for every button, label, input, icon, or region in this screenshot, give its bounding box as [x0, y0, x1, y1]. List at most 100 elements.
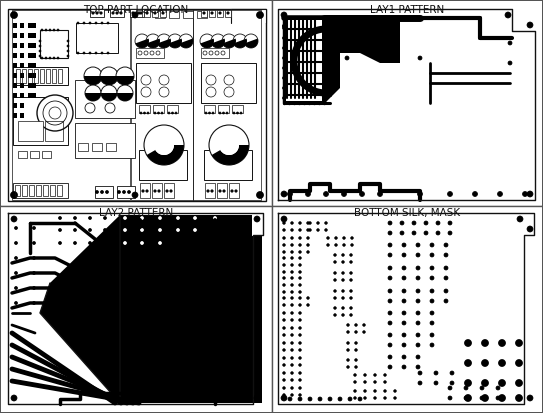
Circle shape — [350, 290, 352, 292]
Circle shape — [480, 396, 484, 400]
Circle shape — [418, 371, 422, 375]
Circle shape — [39, 50, 41, 52]
Bar — [204, 105, 215, 113]
Bar — [136, 10, 142, 17]
Circle shape — [346, 349, 349, 351]
Circle shape — [215, 51, 219, 55]
Circle shape — [342, 307, 344, 309]
Circle shape — [128, 190, 130, 194]
Circle shape — [140, 12, 142, 14]
Circle shape — [388, 276, 392, 280]
Bar — [1, 1, 271, 205]
Circle shape — [515, 339, 522, 347]
Circle shape — [291, 237, 293, 239]
Circle shape — [388, 243, 392, 247]
Wedge shape — [168, 38, 182, 48]
Bar — [1, 207, 271, 412]
Circle shape — [334, 307, 336, 309]
Circle shape — [402, 299, 406, 303]
Bar — [13, 43, 17, 48]
Circle shape — [317, 222, 319, 224]
Circle shape — [334, 297, 336, 299]
Circle shape — [402, 266, 406, 270]
Circle shape — [95, 52, 97, 54]
Circle shape — [291, 257, 293, 259]
Circle shape — [256, 12, 263, 19]
Circle shape — [374, 390, 376, 392]
Circle shape — [497, 192, 502, 197]
Circle shape — [496, 386, 500, 390]
Circle shape — [33, 242, 35, 244]
Circle shape — [358, 397, 362, 401]
Circle shape — [92, 12, 94, 14]
Circle shape — [100, 67, 118, 85]
Bar — [140, 183, 150, 198]
Circle shape — [348, 397, 352, 401]
Bar — [131, 10, 193, 200]
Circle shape — [41, 29, 43, 31]
Circle shape — [444, 266, 448, 270]
Circle shape — [283, 297, 285, 299]
Bar — [13, 53, 17, 58]
Circle shape — [73, 216, 77, 219]
Circle shape — [416, 355, 420, 359]
Circle shape — [412, 221, 416, 225]
Circle shape — [342, 261, 344, 263]
Circle shape — [159, 228, 161, 232]
Circle shape — [254, 395, 260, 401]
Circle shape — [101, 52, 103, 54]
Bar — [20, 63, 24, 68]
Circle shape — [299, 244, 301, 246]
Bar — [13, 183, 68, 198]
Circle shape — [116, 12, 118, 14]
Circle shape — [430, 321, 434, 325]
Bar — [169, 11, 179, 18]
Circle shape — [15, 226, 17, 230]
Bar — [153, 105, 164, 113]
Circle shape — [211, 34, 225, 48]
Circle shape — [15, 256, 17, 259]
Bar — [16, 69, 20, 83]
Circle shape — [334, 237, 337, 239]
Circle shape — [283, 334, 285, 336]
Circle shape — [15, 271, 17, 275]
Circle shape — [154, 112, 156, 114]
Circle shape — [101, 22, 103, 24]
Circle shape — [132, 192, 138, 198]
Wedge shape — [85, 93, 101, 101]
Circle shape — [11, 395, 17, 401]
Bar — [231, 9, 266, 23]
Circle shape — [318, 397, 322, 401]
Circle shape — [209, 125, 249, 165]
Circle shape — [299, 394, 301, 396]
Circle shape — [283, 364, 285, 366]
Bar — [13, 63, 17, 68]
Bar — [13, 103, 17, 108]
Circle shape — [402, 355, 406, 359]
Circle shape — [416, 243, 420, 247]
Circle shape — [307, 244, 310, 246]
Circle shape — [199, 218, 201, 221]
Circle shape — [96, 190, 98, 194]
Bar — [13, 83, 17, 88]
Circle shape — [402, 276, 406, 280]
Bar — [225, 10, 231, 17]
Bar — [76, 23, 118, 53]
Circle shape — [49, 29, 51, 31]
Circle shape — [57, 57, 59, 59]
Circle shape — [299, 372, 301, 374]
Circle shape — [307, 251, 310, 253]
Circle shape — [141, 87, 151, 97]
Circle shape — [342, 290, 344, 292]
Circle shape — [482, 339, 489, 347]
Circle shape — [309, 229, 311, 231]
Circle shape — [291, 291, 293, 293]
Circle shape — [388, 253, 392, 257]
Circle shape — [100, 190, 104, 194]
Circle shape — [343, 244, 345, 246]
Bar — [20, 103, 24, 108]
Circle shape — [338, 397, 342, 401]
Circle shape — [498, 380, 506, 387]
Circle shape — [416, 299, 420, 303]
Circle shape — [291, 357, 293, 359]
